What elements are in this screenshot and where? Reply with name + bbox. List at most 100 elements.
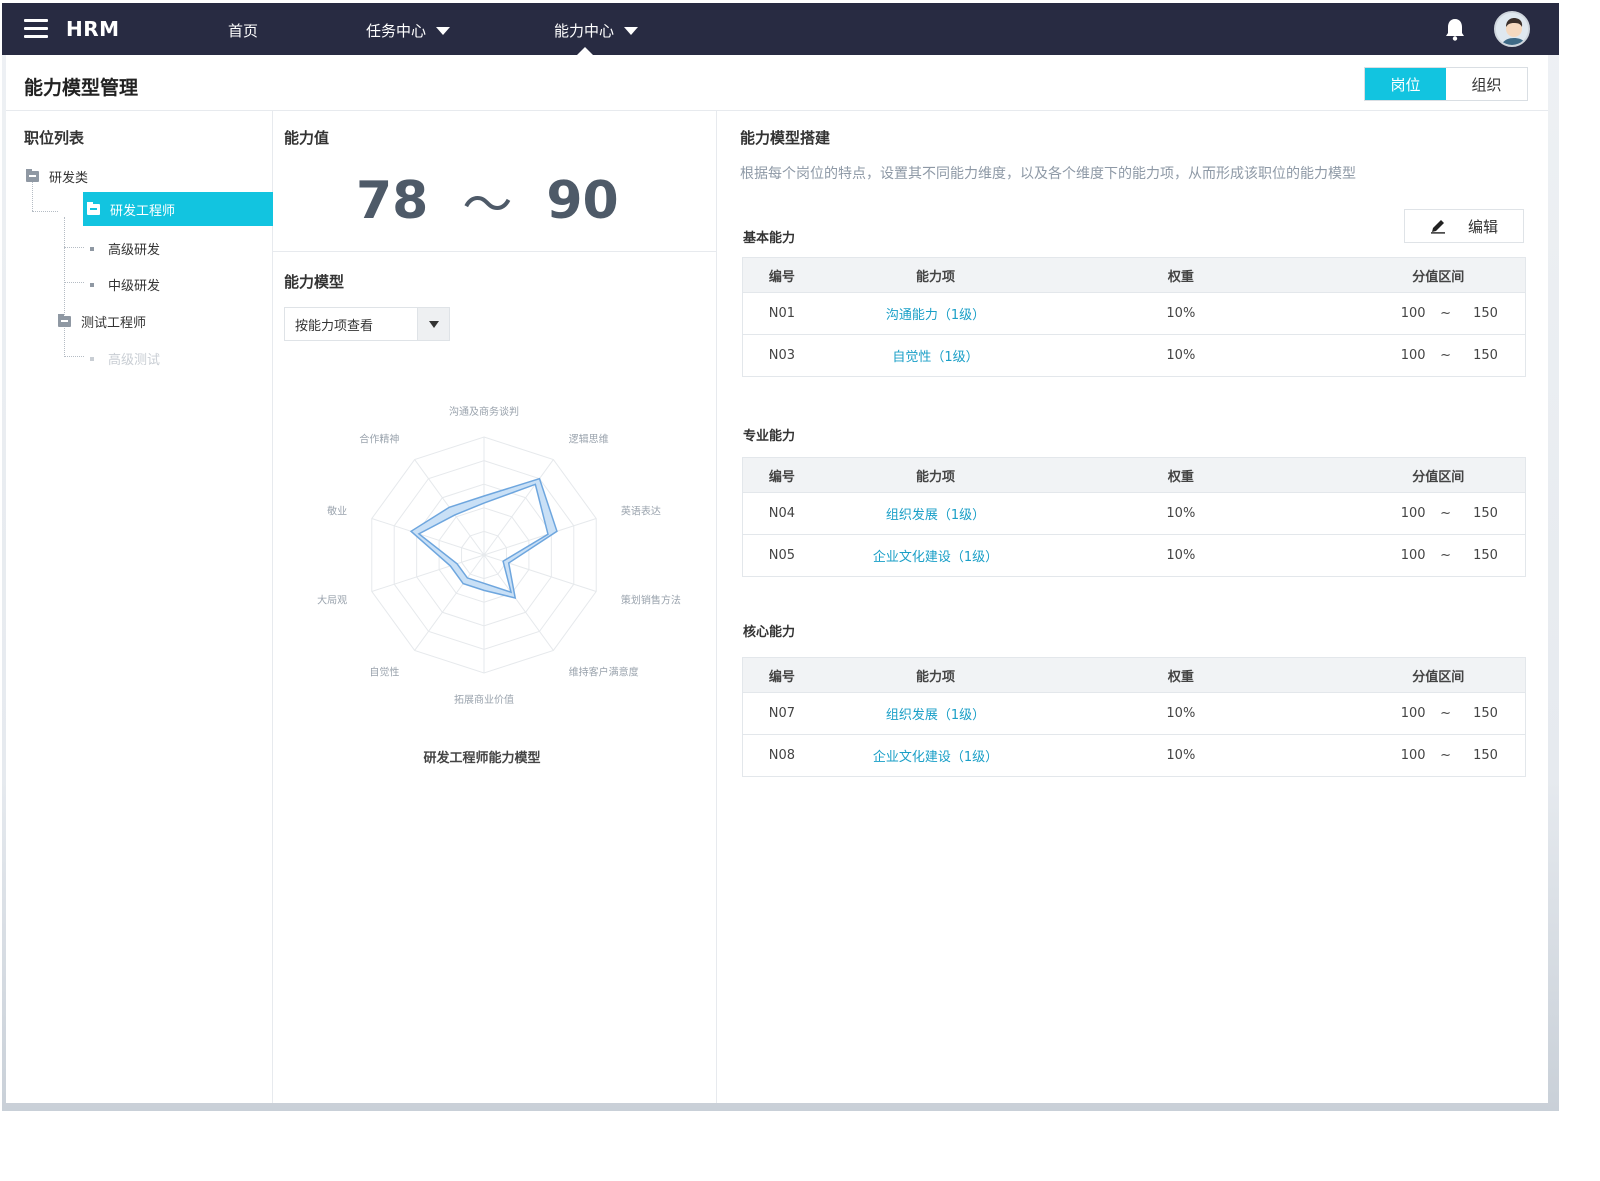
folder-open-icon (87, 201, 100, 215)
toggle-organization-button[interactable]: 组织 (1446, 68, 1527, 100)
nav-home[interactable]: 首页 (228, 20, 258, 41)
folder-icon (58, 314, 71, 327)
ability-weight-cell: 10% (1166, 506, 1196, 521)
score-max: 150 (1473, 306, 1498, 321)
dropdown-arrow-icon[interactable] (417, 308, 449, 340)
table-header-label: 能力项 (915, 269, 955, 285)
ability-item-link[interactable]: 自觉性（1级） (892, 350, 979, 365)
nav-ability-center-label: 能力中心 (554, 22, 615, 40)
position-list-heading: 职位列表 (24, 129, 85, 147)
tree-connector (64, 217, 65, 357)
radar-axis-label: 敬业 (327, 505, 347, 518)
table-header-label: 编号 (768, 469, 795, 485)
ability-weight-cell: 10% (1166, 548, 1196, 563)
nav-ability-center[interactable]: 能力中心 (554, 20, 639, 41)
table-header-cell: 分值区间 (1311, 666, 1525, 685)
ability-item-link[interactable]: 企业文化建设（1级） (872, 750, 999, 765)
user-avatar[interactable] (1494, 11, 1530, 47)
ability-value-heading: 能力值 (284, 129, 330, 147)
score-max: 150 (1473, 706, 1498, 721)
bell-icon[interactable] (1444, 17, 1466, 41)
tree-node-label: 中级研发 (108, 279, 161, 294)
ability-item-link[interactable]: 组织发展（1级） (885, 508, 986, 523)
ability-table: 编号 能力项 权重 分值区间 N04 组织发展（1级） 10% 100 ~150 N05 企业文化建… (742, 457, 1526, 577)
ability-weight-cell: 10% (1166, 706, 1196, 721)
ability-item-cell: 自觉性（1级） (821, 346, 1050, 365)
hamburger-menu-icon[interactable] (24, 19, 48, 39)
ability-id-cell: N04 (768, 506, 796, 521)
score-range-cell: 100 ~150 (1312, 548, 1525, 563)
radar-axis-label: 沟通及商务谈判 (449, 405, 519, 418)
table-header-cell: 权重 (1050, 466, 1311, 485)
bullet-icon (90, 246, 94, 251)
header-divider (6, 110, 1548, 111)
ability-item-cell: 组织发展（1级） (821, 504, 1050, 523)
score-min: 100 (1400, 748, 1426, 763)
table-row: N03 自觉性（1级） 10% 100 ~150 (743, 334, 1525, 376)
radar-chart-title: 研发工程师能力模型 (423, 751, 541, 766)
tree-node-senior-test[interactable]: 高级测试 (90, 349, 160, 368)
active-nav-indicator (577, 47, 593, 55)
tree-connector (64, 356, 84, 357)
model-builder-description: 根据每个岗位的特点，设置其不同能力维度，以及各个维度下的能力项，从而形成该职位的… (740, 166, 1356, 182)
score-range-cell: 100 ~150 (1312, 348, 1525, 363)
ability-item-link[interactable]: 组织发展（1级） (885, 708, 986, 723)
ability-id-cell: N03 (768, 348, 796, 363)
bullet-icon (90, 356, 94, 361)
radar-axis-spoke (483, 554, 597, 592)
tree-node-test-engineer[interactable]: 测试工程师 (58, 312, 146, 331)
ability-item-link[interactable]: 沟通能力（1级） (885, 308, 986, 323)
tree-node-senior-rd[interactable]: 高级研发 (90, 239, 160, 258)
view-mode-select[interactable]: 按能力项查看 (284, 307, 450, 341)
radar-axis-spoke (414, 554, 485, 651)
ability-value-range: 78 ～ 90 (356, 165, 619, 237)
table-header-cell: 编号 (743, 666, 821, 685)
table-header-label: 分值区间 (1412, 669, 1465, 685)
score-max: 150 (1473, 506, 1498, 521)
tree-node-label: 高级测试 (108, 353, 161, 368)
panel-divider (273, 251, 716, 252)
table-row: N08 企业文化建设（1级） 10% 100 ~150 (743, 734, 1525, 776)
ability-item-link[interactable]: 企业文化建设（1级） (872, 550, 999, 565)
ability-group-label: 专业能力 (743, 429, 796, 444)
radar-axis-label: 逻辑思维 (569, 433, 609, 446)
table-header-cell: 编号 (743, 466, 821, 485)
score-range-cell: 100 ~150 (1312, 748, 1525, 763)
table-header-label: 编号 (768, 669, 795, 685)
main-card: 能力模型管理 岗位 组织 职位列表 研发类 研发工程师 高级研发 中级研发 测试… (6, 55, 1548, 1103)
score-range-tilde: ~ (1440, 348, 1451, 363)
table-header-row: 编号 能力项 权重 分值区间 (743, 658, 1525, 692)
ability-item-cell: 组织发展（1级） (821, 704, 1050, 723)
radar-axis-spoke (483, 459, 554, 556)
tree-node-rd-category[interactable]: 研发类 (26, 167, 88, 186)
score-max: 150 (1473, 748, 1498, 763)
radar-axis-spoke (483, 554, 554, 651)
page-title: 能力模型管理 (24, 77, 139, 99)
radar-axis-label: 拓展商业价值 (454, 693, 514, 706)
edit-button-label: 编辑 (1467, 217, 1498, 236)
score-range-tilde: ~ (1440, 748, 1451, 763)
score-min: 100 (1400, 706, 1426, 721)
radar-axis-label: 维持客户满意度 (569, 665, 639, 678)
table-header-cell: 能力项 (821, 666, 1050, 685)
score-max: 150 (1473, 348, 1498, 363)
tree-node-mid-rd[interactable]: 中级研发 (90, 275, 160, 294)
radar-axis-label: 自觉性 (369, 665, 399, 678)
nav-task-center[interactable]: 任务中心 (366, 20, 451, 41)
folder-icon (26, 169, 39, 182)
model-builder-heading: 能力模型搭建 (740, 129, 831, 147)
ability-table: 编号 能力项 权重 分值区间 N01 沟通能力（1级） 10% 100 ~150 N03 自觉性（1… (742, 257, 1526, 377)
ability-weight-cell: 10% (1166, 348, 1196, 363)
tree-connector (64, 282, 84, 283)
ability-id-cell: N07 (768, 706, 796, 721)
ability-value-min: 78 (356, 171, 429, 231)
score-range-tilde: ~ (1440, 306, 1451, 321)
top-nav-bar: HRM 首页 任务中心 能力中心 (2, 3, 1559, 55)
edit-button[interactable]: 编辑 (1404, 209, 1524, 243)
tree-node-rd-engineer[interactable]: 研发工程师 (83, 192, 273, 226)
column-divider (716, 111, 717, 1103)
toggle-position-button[interactable]: 岗位 (1365, 68, 1446, 100)
ability-id-cell: N01 (768, 306, 796, 321)
table-header-cell: 分值区间 (1311, 266, 1525, 285)
